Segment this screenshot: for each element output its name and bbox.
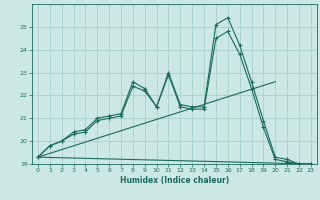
- X-axis label: Humidex (Indice chaleur): Humidex (Indice chaleur): [120, 176, 229, 185]
